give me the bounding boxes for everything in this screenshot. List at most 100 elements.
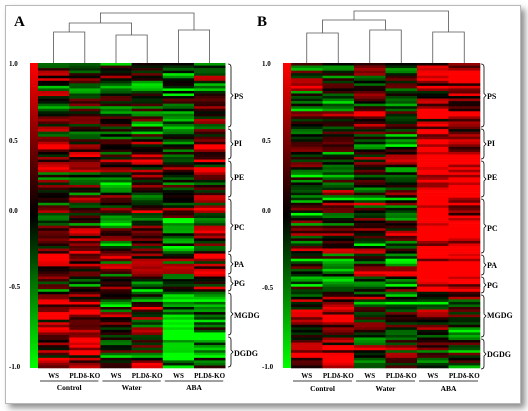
heatmap-cell xyxy=(69,172,101,176)
heatmap-cell xyxy=(322,309,355,313)
heatmap-cell xyxy=(385,80,418,84)
heatmap-cell xyxy=(100,70,132,74)
heatmap-cell xyxy=(291,286,323,290)
heatmap-cell xyxy=(131,324,164,328)
heatmap-cell xyxy=(354,146,386,150)
heatmap-cell xyxy=(354,212,386,216)
heatmap-cell xyxy=(38,357,70,361)
heatmap-cell xyxy=(194,164,226,168)
heatmap-cell xyxy=(417,230,449,234)
heatmap-cell xyxy=(385,205,418,209)
heatmap-cell xyxy=(194,116,226,120)
heatmap-cell xyxy=(291,347,323,351)
heatmap-cell xyxy=(322,281,355,285)
heatmap-cell xyxy=(194,271,226,275)
heatmap-cell xyxy=(291,177,323,181)
heatmap-cell xyxy=(131,317,164,321)
heatmap-cell xyxy=(385,98,418,102)
heatmap-cell xyxy=(162,235,195,239)
heatmap-cell xyxy=(354,167,386,171)
heatmap-cell xyxy=(194,350,226,354)
heatmap-cell xyxy=(417,233,449,237)
heatmap-cell xyxy=(322,223,355,226)
heatmap-cell xyxy=(322,159,355,163)
heatmap-cell xyxy=(194,151,226,155)
heatmap-cell xyxy=(194,169,226,173)
heatmap-cell xyxy=(194,301,226,305)
heatmap-cell xyxy=(322,202,355,206)
heatmap-cell xyxy=(38,190,70,193)
heatmap-cell xyxy=(69,78,101,82)
heatmap-cell xyxy=(100,276,132,280)
heatmap-cell xyxy=(69,212,101,216)
heatmap-cell xyxy=(69,233,101,237)
heatmap-cell xyxy=(417,159,449,163)
heatmap-cell xyxy=(162,291,195,295)
scale-tick-label: 0.5 xyxy=(9,137,18,145)
heatmap-cell xyxy=(131,103,164,107)
dendrogram-branch xyxy=(322,19,386,33)
heatmap-cell xyxy=(322,190,355,193)
heatmap-cell xyxy=(38,352,70,356)
heatmap-cell xyxy=(38,151,70,155)
heatmap-cell xyxy=(131,88,164,92)
heatmap-cell xyxy=(322,304,355,308)
heatmap-cell xyxy=(385,146,418,150)
heatmap-cell xyxy=(385,352,418,356)
heatmap-cell xyxy=(448,327,481,331)
heatmap-cell xyxy=(69,108,101,112)
heatmap-cell xyxy=(131,327,164,331)
heatmap-cell xyxy=(354,225,386,229)
heatmap-cell xyxy=(69,352,101,356)
heatmap-cell xyxy=(194,240,226,244)
heatmap-cell xyxy=(100,240,132,244)
heatmap-cell xyxy=(291,162,323,165)
heatmap-cell xyxy=(417,88,449,92)
heatmap-cell xyxy=(291,164,323,168)
heatmap-cell xyxy=(354,314,386,318)
heatmap-cell xyxy=(69,144,101,148)
heatmap-cell xyxy=(131,63,164,66)
heatmap-cell xyxy=(194,314,226,318)
lipid-class-label: PI xyxy=(487,139,495,148)
heatmap-cell xyxy=(131,90,164,94)
heatmap-cell xyxy=(291,118,323,122)
heatmap-cell xyxy=(354,263,386,267)
heatmap-cell xyxy=(194,238,226,242)
heatmap-cell xyxy=(131,172,164,176)
heatmap-cell xyxy=(69,116,101,120)
heatmap-cell xyxy=(162,286,195,290)
heatmap-cell xyxy=(100,345,132,348)
heatmap-cell xyxy=(417,182,449,186)
heatmap-cell xyxy=(354,103,386,107)
heatmap-cell xyxy=(291,73,323,77)
heatmap-cell xyxy=(448,167,481,171)
heatmap-cell xyxy=(38,96,70,99)
heatmap-cell xyxy=(385,314,418,318)
heatmap-cell xyxy=(162,362,195,366)
heatmap-cell xyxy=(291,307,323,310)
heatmap-cell xyxy=(38,273,70,277)
heatmap-cell xyxy=(417,111,449,115)
heatmap-cell xyxy=(291,182,323,186)
heatmap-cell xyxy=(194,355,226,359)
heatmap-cell xyxy=(417,322,449,326)
heatmap-cell xyxy=(385,332,418,336)
heatmap-cell xyxy=(162,190,195,193)
heatmap-cell xyxy=(69,90,101,94)
heatmap-cell xyxy=(322,220,355,224)
heatmap-cell xyxy=(194,83,226,87)
heatmap-cell xyxy=(448,263,481,267)
heatmap-cell xyxy=(100,65,132,69)
heatmap-cell xyxy=(131,65,164,69)
heatmap-cell xyxy=(194,157,226,160)
heatmap-cell xyxy=(131,342,164,346)
heatmap-cell xyxy=(100,215,132,219)
heatmap-cell xyxy=(162,63,195,66)
heatmap-cell xyxy=(291,212,323,216)
heatmap-cell xyxy=(417,273,449,277)
heatmap-cell xyxy=(100,111,132,115)
heatmap-cell xyxy=(194,253,226,257)
heatmap-cell xyxy=(194,98,226,102)
heatmap-cell xyxy=(131,314,164,318)
